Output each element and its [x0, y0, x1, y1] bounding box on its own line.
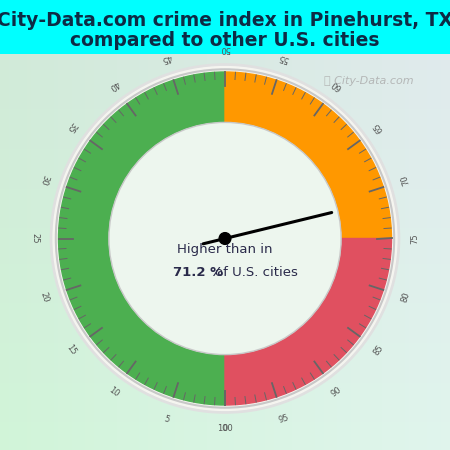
Text: 85: 85	[372, 343, 385, 357]
Text: 20: 20	[39, 291, 50, 304]
Text: 80: 80	[400, 291, 412, 304]
Text: 30: 30	[38, 173, 50, 186]
Text: 35: 35	[65, 120, 78, 134]
Text: 71.2 %: 71.2 %	[173, 266, 223, 279]
Text: 60: 60	[330, 78, 343, 92]
Wedge shape	[58, 72, 225, 405]
Text: 90: 90	[330, 385, 343, 399]
Wedge shape	[225, 72, 392, 238]
Text: 25: 25	[31, 233, 40, 244]
Text: 0: 0	[222, 424, 228, 433]
Text: 40: 40	[107, 78, 120, 92]
Text: 75: 75	[410, 233, 419, 244]
Text: of U.S. cities: of U.S. cities	[215, 266, 298, 279]
Text: compared to other U.S. cities: compared to other U.S. cities	[70, 31, 380, 50]
Text: 10: 10	[107, 385, 120, 399]
Text: 70: 70	[400, 173, 412, 186]
Text: ⌕ City-Data.com: ⌕ City-Data.com	[324, 76, 414, 86]
Bar	[0, 0, 450, 54]
Circle shape	[219, 233, 231, 244]
Text: 100: 100	[217, 424, 233, 433]
Text: 65: 65	[372, 120, 385, 134]
Text: 50: 50	[220, 44, 230, 53]
Circle shape	[50, 64, 400, 413]
Text: 95: 95	[277, 413, 290, 425]
Text: City-Data.com crime index in Pinehurst, TX: City-Data.com crime index in Pinehurst, …	[0, 11, 450, 30]
Bar	[0, 54, 450, 450]
Wedge shape	[225, 238, 392, 405]
Text: 15: 15	[65, 343, 78, 357]
Text: Higher than in: Higher than in	[177, 243, 273, 256]
Circle shape	[53, 67, 397, 410]
Text: 5: 5	[162, 414, 170, 424]
Circle shape	[109, 123, 341, 354]
Text: 45: 45	[160, 52, 173, 64]
Text: 55: 55	[277, 52, 290, 64]
